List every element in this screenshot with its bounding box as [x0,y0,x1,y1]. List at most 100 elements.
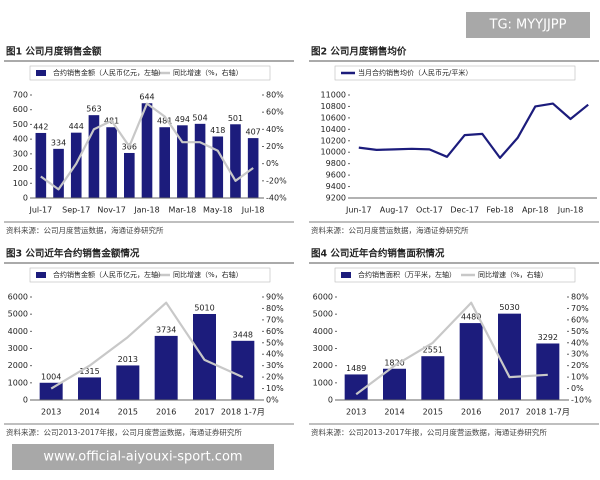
y2-tick-label: 0% [266,159,279,168]
x-tick-label: 2014 [79,408,99,417]
y2-tick-label: 40% [571,338,589,347]
legend-box [334,267,576,283]
bar [35,132,47,198]
bar [53,148,64,198]
y-tick-label: 400 [13,135,28,144]
x-tick-label: 2015 [423,408,443,417]
y2-tick-label: 20% [266,373,284,382]
source: 资料来源：公司月度营运数据，海通证券研究所 [311,225,469,235]
bar [141,103,153,198]
bar [106,127,117,198]
y-tick-label: 0 [23,396,28,405]
x-tick-label: 2017 [194,408,214,417]
y2-tick-label: 50% [571,327,589,336]
source: 资料来源：公司月度营运数据，海通证券研究所 [6,225,164,235]
bar [230,124,241,198]
legend-label: 合约销售金额（人民币亿元，左轴） [53,270,165,279]
footer: www.official-aiyouxi-sport.com [43,450,242,465]
y2-tick-label: 50% [266,338,284,347]
y2-tick-label: 30% [571,350,589,359]
bar-value-label: 494 [175,115,190,124]
legend-box [334,65,576,81]
x-tick-label: 2016 [461,408,481,417]
bar [498,313,521,400]
bar [231,340,255,400]
legend-label: 同比增速（%，右轴） [478,270,548,279]
bar-value-label: 481 [157,117,172,126]
y-tick-label: 1000 [313,378,333,387]
legend-swatch [36,70,46,76]
bar [459,323,483,400]
x-tick-label: Feb-18 [486,206,513,215]
y2-tick-label: 20% [571,361,589,370]
y2-tick-label: 10% [266,384,284,393]
y2-tick-label: 60% [266,108,284,117]
y-tick-label: 10400 [321,125,346,134]
y2-tick-label: 90% [266,293,284,302]
x-tick-label: Oct-17 [416,206,443,215]
chart-title: 图4 公司近年合约销售面积情况 [311,248,445,260]
bar-value-label: 4480 [461,313,481,322]
y-tick-label: 700 [13,91,28,100]
bar-value-label: 501 [228,114,243,123]
footer-box [12,444,274,470]
legend-label: 合约销售金额（人民币亿元，左轴） [53,68,165,77]
legend-swatch [36,272,46,278]
bar [88,115,100,198]
y-tick-label: 100 [13,179,28,188]
legend-label: 合约销售面积（万平米，左轴） [358,270,456,279]
y2-tick-label: -20% [266,176,287,185]
y-tick-label: 200 [13,164,28,173]
bar-value-label: 5030 [499,303,519,312]
y2-tick-label: 0% [571,384,584,393]
chart-title: 图1 公司月度销售金额 [6,46,102,58]
y-tick-label: 9600 [326,171,346,180]
y2-tick-label: 20% [266,142,284,151]
y2-tick-label: -10% [571,396,592,405]
y2-tick-label: 60% [571,315,589,324]
bar [383,368,406,400]
y-tick-label: 5000 [313,310,333,319]
y2-tick-label: 0% [266,396,279,405]
y-tick-label: 0 [328,396,333,405]
watermark: TG: MYYJJPP [489,18,567,33]
x-tick-label: Jul-17 [28,206,52,215]
y2-tick-label: 70% [266,315,284,324]
bar [124,152,135,198]
bar [194,123,206,198]
bar-value-label: 644 [139,93,154,102]
x-tick-label: Jan-18 [133,206,159,215]
y2-tick-label: 80% [266,304,284,313]
x-tick-label: 2018 1-7月 [526,408,570,417]
y2-tick-label: 80% [266,91,284,100]
x-tick-label: 2015 [118,408,138,417]
y-tick-label: 600 [13,105,28,114]
line-series [355,301,548,396]
x-tick-label: Jun-17 [345,206,372,215]
source: 资料来源：公司2013-2017年报，公司月度营运数据，海通证券研究所 [6,427,242,437]
bar [212,136,224,198]
y-tick-label: 6000 [313,293,333,302]
legend-label: 同比增速（%，右轴） [173,68,243,77]
bar-value-label: 3734 [156,325,176,334]
bar-value-label: 418 [210,126,225,135]
y2-tick-label: 40% [266,125,284,134]
x-tick-label: Nov-17 [97,206,125,215]
bar-value-label: 1489 [346,364,366,373]
y-tick-label: 3000 [313,344,333,353]
bar [159,127,170,198]
bar-value-label: 1820 [384,358,404,367]
bar-value-label: 2013 [118,355,138,364]
y-tick-label: 300 [13,149,28,158]
x-tick-label: Dec-17 [450,206,479,215]
y2-tick-label: -40% [266,194,287,203]
bar-value-label: 444 [69,122,84,131]
bar-value-label: 504 [192,113,207,122]
y-tick-label: 10200 [321,136,346,145]
watermark-box [466,12,590,38]
bar [177,125,188,198]
bar [344,374,368,400]
bar [154,335,178,400]
x-tick-label: Aug-17 [380,206,409,215]
